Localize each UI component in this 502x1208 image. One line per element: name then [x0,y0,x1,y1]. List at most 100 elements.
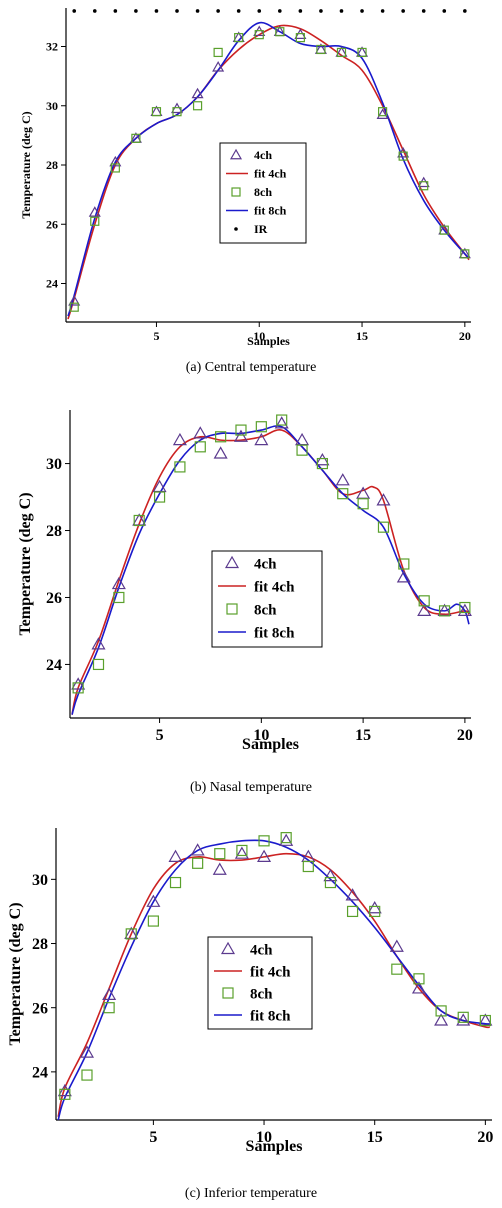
chart-inferior: 5 10 15 20 24 26 28 30 Samples Temperature (deg C… [7,828,493,1155]
x-tick-label: 15 [356,329,368,343]
point-4ch [91,637,106,650]
x-tick-label: 20 [459,329,471,343]
point-8ch [438,605,451,617]
point-8ch [110,163,120,173]
ir-point [421,9,426,13]
ir-point [401,9,405,13]
point-4ch [212,862,227,875]
x-tick-label: 10 [256,1129,272,1146]
point-4ch [146,894,161,907]
x-tick-label: 10 [253,329,265,343]
legend-label: 8ch [254,602,277,618]
point-8ch [346,905,359,918]
y-tick-label: 26 [46,217,58,231]
legend: 4ch fit 4ch 8ch fit 8ch [211,550,323,648]
point-4ch [234,846,249,859]
point-8ch [133,514,145,527]
x-tick-label: 5 [153,329,159,343]
point-8ch [369,905,381,918]
point-8ch [255,421,267,433]
point-8ch [439,225,449,235]
caption-central: (a) Central temperature [185,360,317,375]
point-8ch [214,848,226,860]
point-8ch [419,181,429,191]
point-8ch [59,1088,71,1100]
point-8ch [295,33,305,43]
point-4ch [191,87,204,99]
legend-label: fit 8ch [254,204,287,218]
legend-swatch-square [231,187,241,197]
point-8ch [172,107,182,117]
point-4ch [434,1013,449,1026]
point-8ch [90,216,100,226]
series-line-fit-8ch [57,839,490,1121]
point-4ch [315,453,330,466]
point-4ch [411,981,426,994]
x-tick-label: 10 [253,727,269,744]
point-8ch [234,33,244,43]
point-4ch [457,603,472,616]
point-8ch [435,1005,447,1017]
legend-label: fit 4ch [254,579,295,595]
y-tick-label: 26 [46,590,62,607]
x-tick-label: 15 [367,1129,383,1146]
point-4ch [172,432,187,446]
legend-swatch-dot [234,227,238,231]
point-8ch [213,47,223,58]
point-4ch [335,473,350,486]
legend-label: 8ch [254,185,272,199]
point-8ch [398,151,408,161]
point-8ch [398,558,410,570]
point-8ch [413,973,425,985]
chart-central: 5 10 15 20 24 26 28 30 32 Samples Temperature (deg… [19,8,471,348]
point-4ch [323,868,338,882]
point-4ch [376,108,389,119]
x-tick-label: 20 [457,727,473,744]
point-8ch [151,107,162,117]
ir-point [134,9,138,13]
point-4ch [257,849,272,862]
point-8ch [336,47,347,58]
chart-panel-nasal: 5 10 15 20 24 26 28 30 Samples Temperature (deg C… [0,395,502,810]
point-8ch [131,133,141,143]
point-4ch [79,1045,95,1058]
point-4ch [71,677,86,690]
legend-swatch-triangle [229,148,243,160]
point-4ch [193,426,208,439]
y-tick-label: 26 [32,1000,48,1017]
point-8ch [377,521,390,533]
point-4ch [396,570,411,583]
ir-point [339,9,344,13]
point-8ch [275,27,285,37]
point-8ch [169,876,182,889]
y-tick-label: 28 [32,936,48,953]
ir-point [463,9,467,13]
ir-point [442,9,447,13]
ir-point [380,9,385,13]
point-8ch [316,44,326,55]
y-tick-label: 24 [46,657,62,674]
point-4ch [279,833,294,846]
point-8ch [316,457,329,470]
y-tick-label: 30 [46,456,62,473]
x-tick-label: 15 [355,727,371,744]
x-axis-label: Samples [242,736,299,753]
legend-label: 8ch [250,986,273,1002]
point-8ch [236,844,248,857]
point-4ch [212,61,225,72]
point-4ch [456,1013,471,1026]
y-tick-label: 24 [32,1064,48,1081]
x-tick-label: 5 [156,727,164,744]
ir-point [195,9,200,13]
point-4ch [345,888,360,901]
point-8ch [280,832,292,844]
point-4ch [57,1083,72,1097]
ir-point [319,9,323,13]
y-axis-label: Temperature (deg C) [19,111,33,218]
x-axis-label: Samples [246,1138,303,1155]
ir-point [257,9,262,13]
legend: 4ch fit 4ch 8ch fit 8ch [207,936,313,1030]
x-tick-label: 20 [477,1129,493,1146]
point-4ch [102,987,117,1000]
point-8ch [147,915,159,927]
